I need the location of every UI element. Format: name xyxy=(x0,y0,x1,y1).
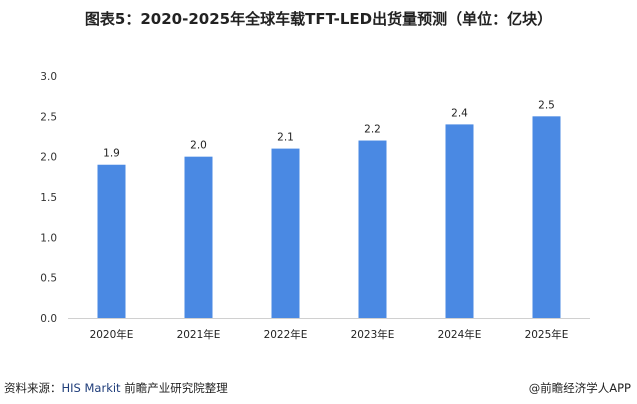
y-tick-label: 1.0 xyxy=(40,232,57,244)
source-note: 资料来源：HIS Markit 前瞻产业研究院整理 xyxy=(4,380,228,396)
x-tick-label: 2022年E xyxy=(264,328,308,341)
y-tick-label: 2.0 xyxy=(40,152,57,164)
chart-title: 图表5：2020-2025年全球车载TFT-LED出货量预测（单位：亿块） xyxy=(84,10,553,28)
y-tick-label: 3.0 xyxy=(40,71,57,83)
source-suffix: 前瞻产业研究院整理 xyxy=(120,381,228,395)
source-prefix: 资料来源： xyxy=(4,381,62,395)
data-label: 1.9 xyxy=(103,148,120,160)
bar xyxy=(97,164,126,318)
bar xyxy=(445,124,474,319)
data-label: 2.0 xyxy=(190,140,207,152)
y-tick-label: 0.0 xyxy=(40,313,57,325)
x-tick-label: 2020年E xyxy=(90,328,134,341)
y-tick-label: 1.5 xyxy=(40,192,57,204)
y-tick-label: 0.5 xyxy=(40,273,57,285)
credit-text: @前瞻经济学人APP xyxy=(528,381,631,395)
bar xyxy=(271,148,300,318)
bar-chart: 0.0 0.5 1.0 1.5 2.0 2.5 3.0 1.9 2020年E 2.0 2021年E 2… xyxy=(40,71,590,341)
data-label: 2.1 xyxy=(277,132,294,144)
data-label: 2.5 xyxy=(538,99,555,111)
data-label: 2.2 xyxy=(364,124,381,136)
y-tick-label: 2.5 xyxy=(40,111,57,123)
bar xyxy=(184,156,213,318)
source-org: HIS Markit xyxy=(61,381,121,395)
bar xyxy=(532,116,561,318)
data-label: 2.4 xyxy=(451,107,468,119)
x-tick-label: 2024年E xyxy=(438,328,482,341)
x-tick-label: 2023年E xyxy=(351,328,395,341)
x-tick-label: 2025年E xyxy=(525,328,569,341)
x-tick-label: 2021年E xyxy=(177,328,221,341)
bar xyxy=(358,140,387,318)
